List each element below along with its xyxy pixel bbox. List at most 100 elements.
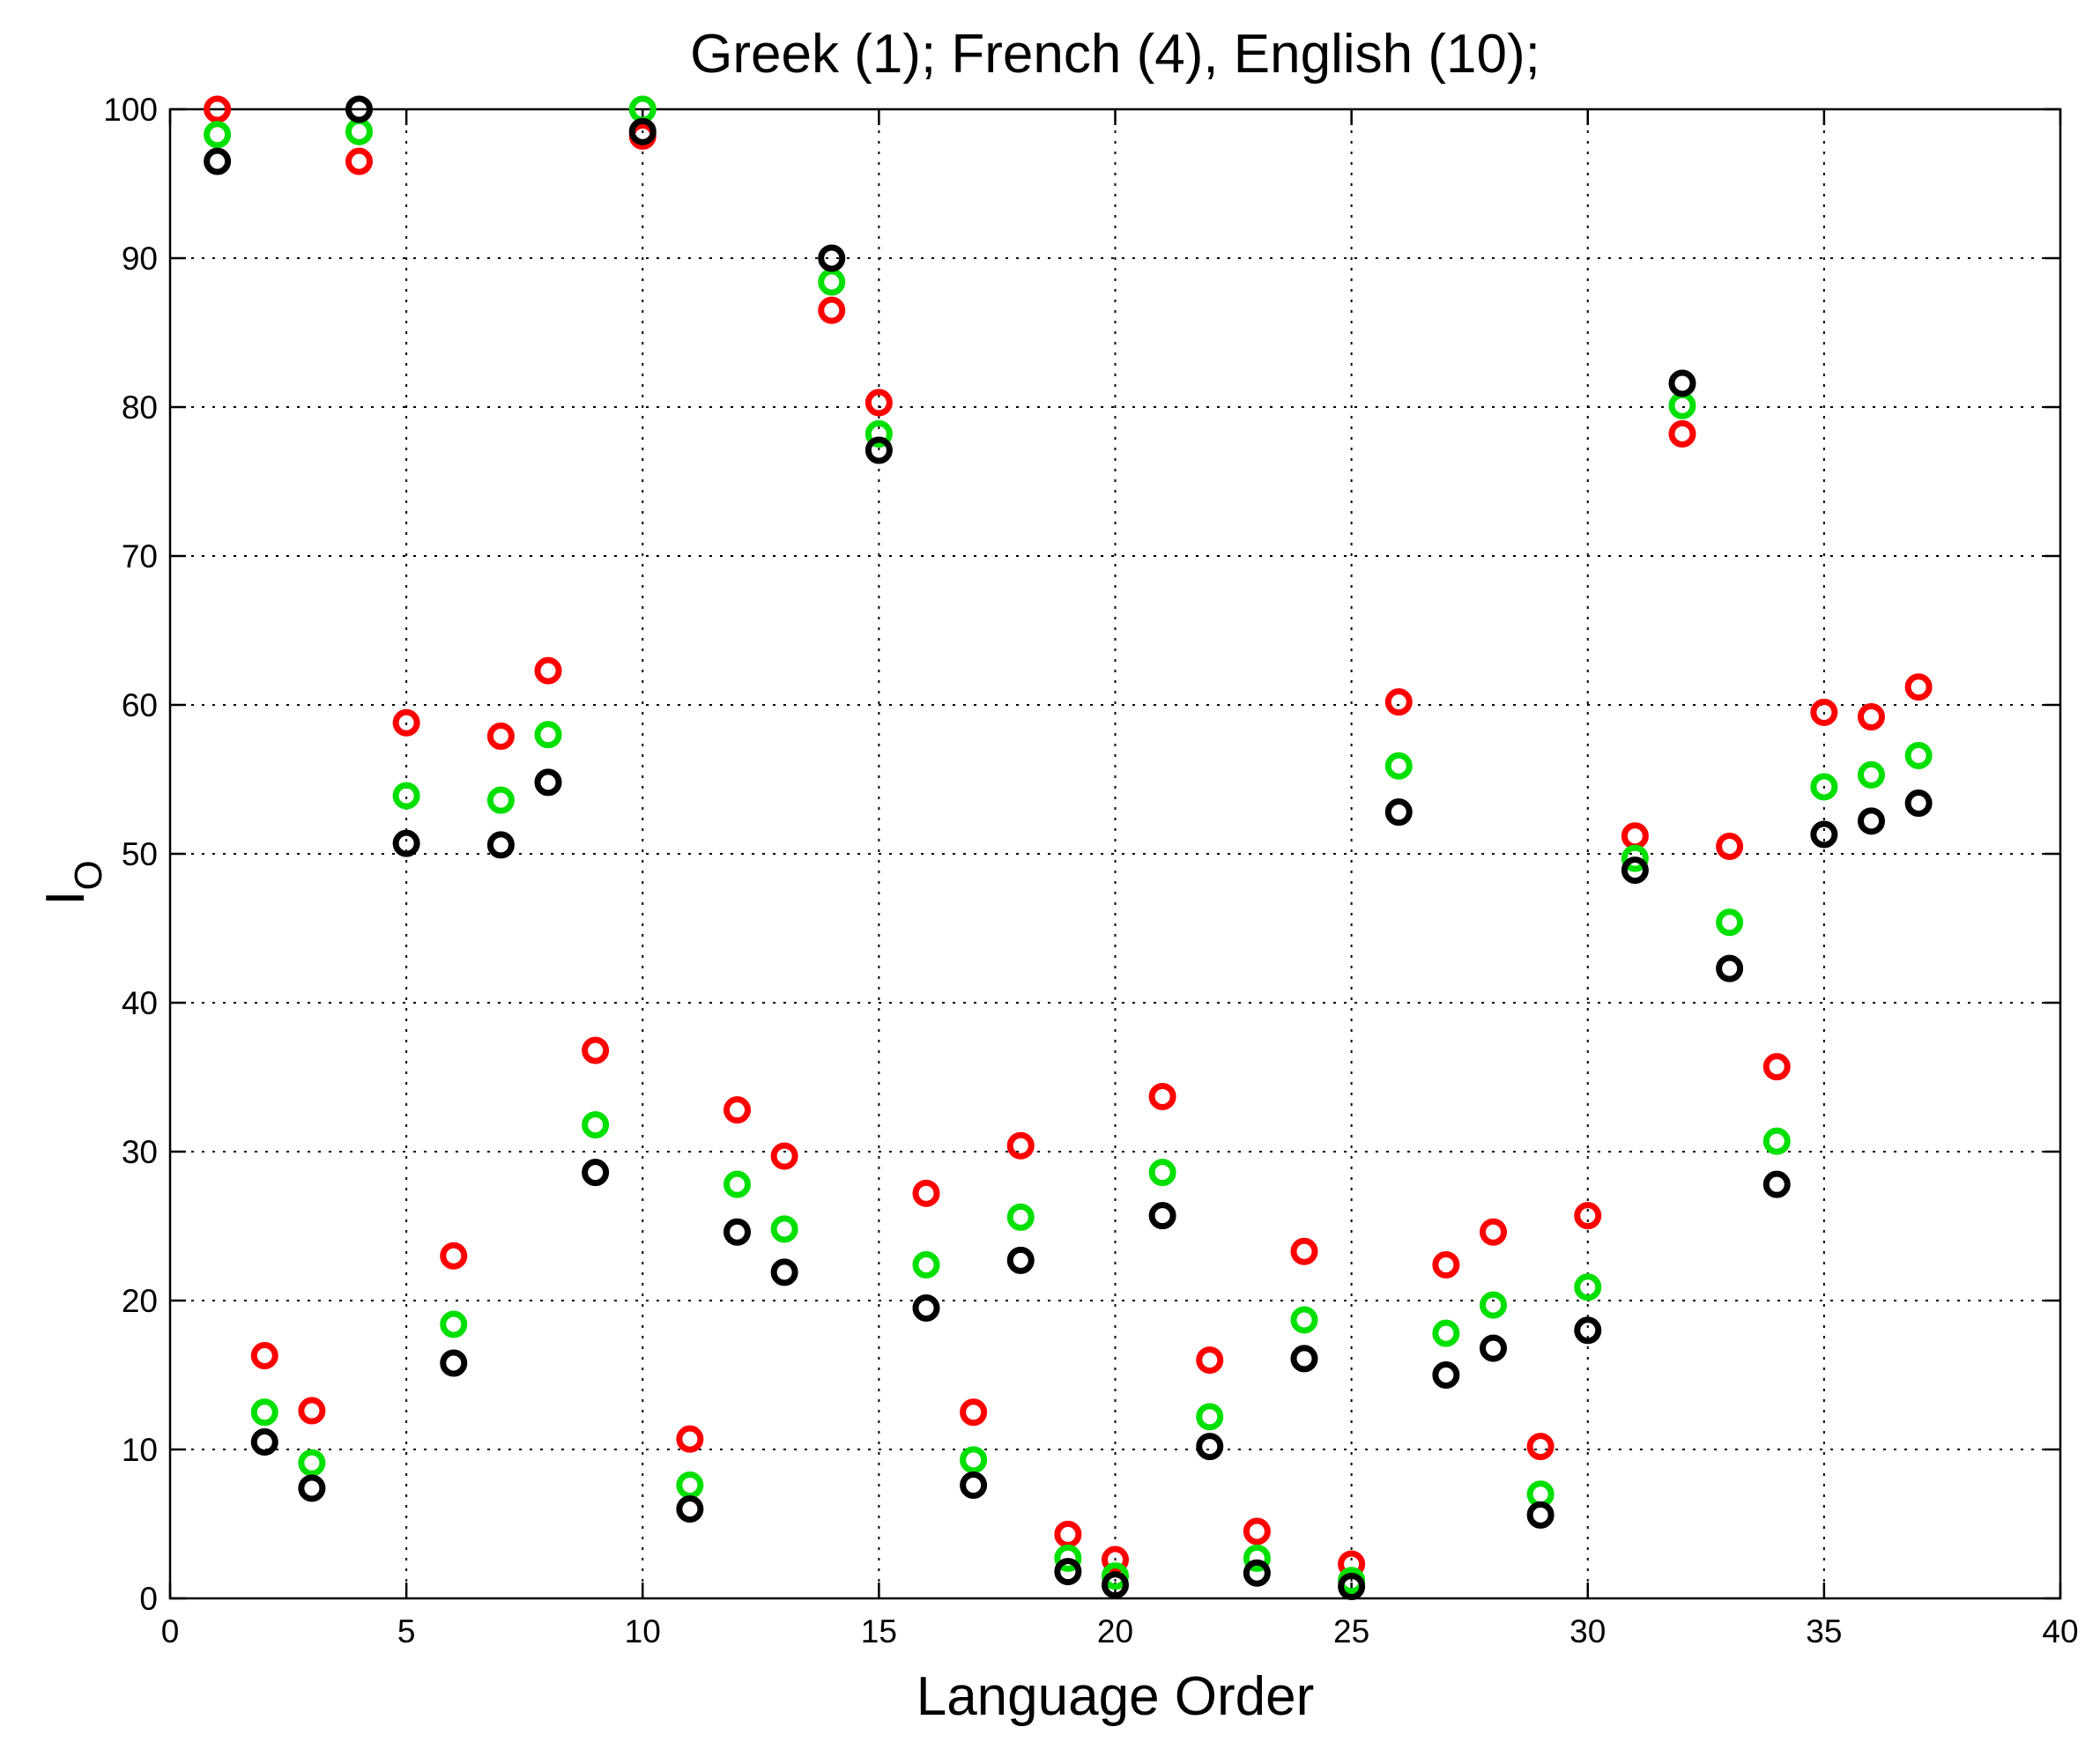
data-point xyxy=(864,419,893,448)
x-tick-label: 25 xyxy=(1333,1613,1369,1649)
data-point xyxy=(960,1446,988,1474)
data-point xyxy=(1290,1345,1318,1373)
data-point xyxy=(1054,1558,1082,1586)
data-point xyxy=(676,1425,704,1453)
data-point xyxy=(912,1179,940,1207)
data-point xyxy=(204,147,232,175)
data-point xyxy=(1762,1170,1791,1198)
data-point xyxy=(298,1397,326,1425)
data-point xyxy=(912,1250,940,1279)
data-point xyxy=(1432,1250,1460,1279)
data-point xyxy=(1054,1520,1082,1548)
data-point xyxy=(392,708,420,737)
data-point xyxy=(1384,752,1413,780)
y-tick-label: 50 xyxy=(122,836,158,872)
data-point xyxy=(1858,703,1885,731)
data-point xyxy=(1526,1433,1555,1461)
data-point xyxy=(723,1170,751,1198)
data-point xyxy=(1243,1517,1271,1546)
data-point xyxy=(676,1495,704,1523)
data-point xyxy=(534,721,562,749)
data-point xyxy=(1858,807,1885,835)
y-tick-label: 90 xyxy=(122,241,158,277)
data-point xyxy=(1810,773,1838,801)
data-point xyxy=(1762,1127,1791,1155)
data-point xyxy=(960,1398,988,1427)
svg-text:IO: IO xyxy=(35,860,110,905)
data-point xyxy=(440,1349,468,1377)
data-point xyxy=(534,768,562,797)
x-tick-label: 5 xyxy=(397,1613,416,1649)
data-point xyxy=(250,1428,278,1457)
data-series xyxy=(204,95,1933,1600)
data-point xyxy=(1904,741,1933,769)
data-point xyxy=(298,1449,326,1477)
data-point xyxy=(1006,1131,1035,1160)
data-point xyxy=(770,1215,798,1243)
data-point xyxy=(1716,908,1744,937)
data-point xyxy=(1148,1159,1176,1187)
data-point xyxy=(818,296,846,324)
series-0 xyxy=(204,95,1933,1578)
x-axis-label: Language Order xyxy=(916,1666,1315,1727)
data-point xyxy=(345,117,373,145)
chart-title: Greek (1); French (4), English (10); xyxy=(690,24,1540,85)
data-point xyxy=(1526,1501,1555,1529)
data-point xyxy=(486,786,515,814)
series-2 xyxy=(204,95,1933,1600)
data-point xyxy=(912,1294,940,1322)
data-point xyxy=(1432,1361,1460,1389)
data-point xyxy=(1432,1319,1460,1347)
data-point xyxy=(723,1218,751,1246)
data-point xyxy=(486,831,515,859)
data-point xyxy=(1196,1346,1224,1375)
x-tick-label: 35 xyxy=(1806,1613,1842,1649)
data-point xyxy=(864,436,893,464)
axis-ticks: 0 5 10 15 20 25 30 35 40 0 10 20 30 40 50 60 70 80 90 100 xyxy=(103,92,2078,1649)
data-point xyxy=(1810,698,1838,726)
data-point xyxy=(1480,1291,1507,1319)
data-point xyxy=(1668,369,1696,397)
data-point xyxy=(486,722,515,750)
data-point xyxy=(1196,1403,1224,1431)
y-tick-label: 70 xyxy=(122,538,158,574)
data-point xyxy=(1574,1202,1602,1230)
x-tick-label: 40 xyxy=(2042,1613,2078,1649)
data-point xyxy=(1102,1571,1129,1599)
data-point xyxy=(1338,1572,1366,1600)
data-point xyxy=(392,782,420,810)
data-point xyxy=(1480,1218,1507,1246)
data-point xyxy=(298,1474,326,1502)
data-point xyxy=(1668,391,1696,419)
data-point xyxy=(1858,760,1885,789)
y-tick-label: 100 xyxy=(103,92,158,128)
data-point xyxy=(1243,1544,1271,1572)
data-point xyxy=(1621,844,1649,872)
x-tick-label: 10 xyxy=(625,1613,661,1649)
data-point xyxy=(1384,798,1413,827)
x-tick-label: 20 xyxy=(1097,1613,1133,1649)
data-point xyxy=(1006,1203,1035,1231)
y-tick-label: 60 xyxy=(122,687,158,723)
data-point xyxy=(1006,1246,1035,1274)
data-point xyxy=(345,95,373,123)
data-point xyxy=(1243,1559,1271,1587)
data-point xyxy=(250,1398,278,1427)
data-point xyxy=(770,1258,798,1286)
y-tick-label: 80 xyxy=(122,389,158,426)
data-point xyxy=(960,1471,988,1500)
y-axis-label-subscript: O xyxy=(67,860,110,890)
y-tick-label: 40 xyxy=(122,985,158,1021)
y-tick-label: 30 xyxy=(122,1134,158,1170)
data-point xyxy=(534,656,562,685)
data-point xyxy=(1290,1237,1318,1265)
y-tick-label: 20 xyxy=(122,1283,158,1319)
data-point xyxy=(582,1111,610,1139)
data-point xyxy=(1904,673,1933,701)
data-point xyxy=(676,1471,704,1500)
data-point xyxy=(1102,1562,1129,1590)
data-point xyxy=(1621,822,1649,850)
x-tick-label: 15 xyxy=(861,1613,897,1649)
data-point xyxy=(1148,1082,1176,1110)
